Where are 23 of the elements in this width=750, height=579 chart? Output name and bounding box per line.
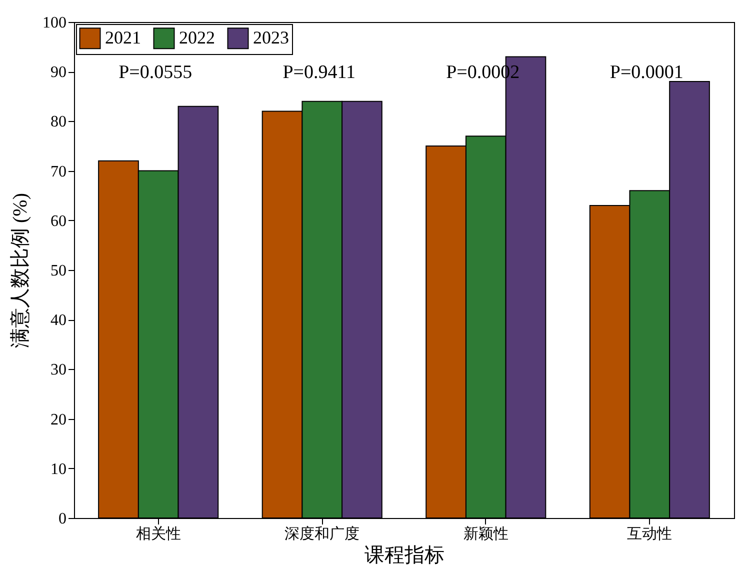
annotation: P=0.0001 <box>610 62 684 83</box>
x-tick-label: 新颖性 <box>463 526 508 542</box>
annotation: P=0.0555 <box>118 62 192 83</box>
y-tick-label: 100 <box>42 14 66 32</box>
x-tick-label: 相关性 <box>136 526 181 542</box>
y-tick-label: 30 <box>50 362 66 379</box>
x-axis-title: 课程指标 <box>364 544 444 566</box>
y-tick-label: 80 <box>50 114 66 131</box>
y-axis-title: 满意人数比例 (%) <box>10 193 32 348</box>
y-tick-label: 60 <box>50 212 66 230</box>
y-tick-label: 0 <box>58 510 66 528</box>
y-tick-label: 70 <box>50 163 66 180</box>
x-tick-label: 深度和广度 <box>284 526 360 542</box>
x-tick-label: 互动性 <box>627 526 672 542</box>
y-tick-label: 50 <box>50 262 66 280</box>
y-tick-label: 20 <box>50 411 66 428</box>
legend-label: 2023 <box>253 27 289 48</box>
y-tick-label: 10 <box>50 460 66 478</box>
y-tick-label: 40 <box>50 312 66 330</box>
annotation: P=0.9411 <box>282 62 356 83</box>
legend-label: 2021 <box>105 27 141 48</box>
legend-label: 2022 <box>179 27 215 48</box>
y-tick-label: 90 <box>50 64 66 82</box>
